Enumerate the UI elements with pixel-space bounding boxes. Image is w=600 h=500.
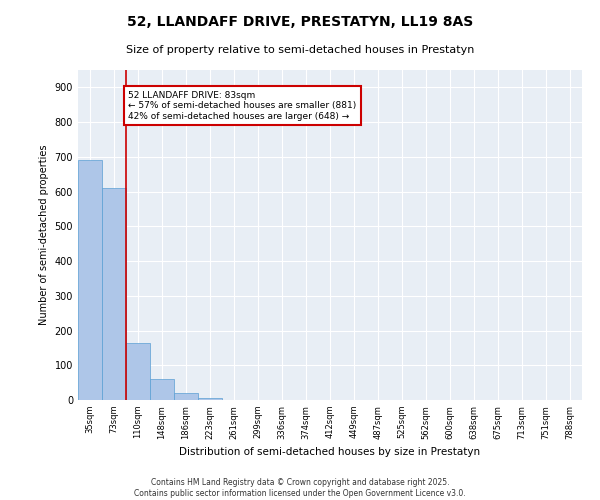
Bar <box>102 188 126 400</box>
Text: 52, LLANDAFF DRIVE, PRESTATYN, LL19 8AS: 52, LLANDAFF DRIVE, PRESTATYN, LL19 8AS <box>127 15 473 29</box>
Text: Contains HM Land Registry data © Crown copyright and database right 2025.
Contai: Contains HM Land Registry data © Crown c… <box>134 478 466 498</box>
Y-axis label: Number of semi-detached properties: Number of semi-detached properties <box>39 145 49 325</box>
Text: 52 LLANDAFF DRIVE: 83sqm
← 57% of semi-detached houses are smaller (881)
42% of : 52 LLANDAFF DRIVE: 83sqm ← 57% of semi-d… <box>128 91 356 120</box>
Bar <box>150 379 174 400</box>
Text: Size of property relative to semi-detached houses in Prestatyn: Size of property relative to semi-detach… <box>126 45 474 55</box>
Bar <box>78 160 102 400</box>
Bar <box>174 393 198 400</box>
X-axis label: Distribution of semi-detached houses by size in Prestatyn: Distribution of semi-detached houses by … <box>179 447 481 457</box>
Bar <box>126 342 150 400</box>
Bar <box>198 398 222 400</box>
